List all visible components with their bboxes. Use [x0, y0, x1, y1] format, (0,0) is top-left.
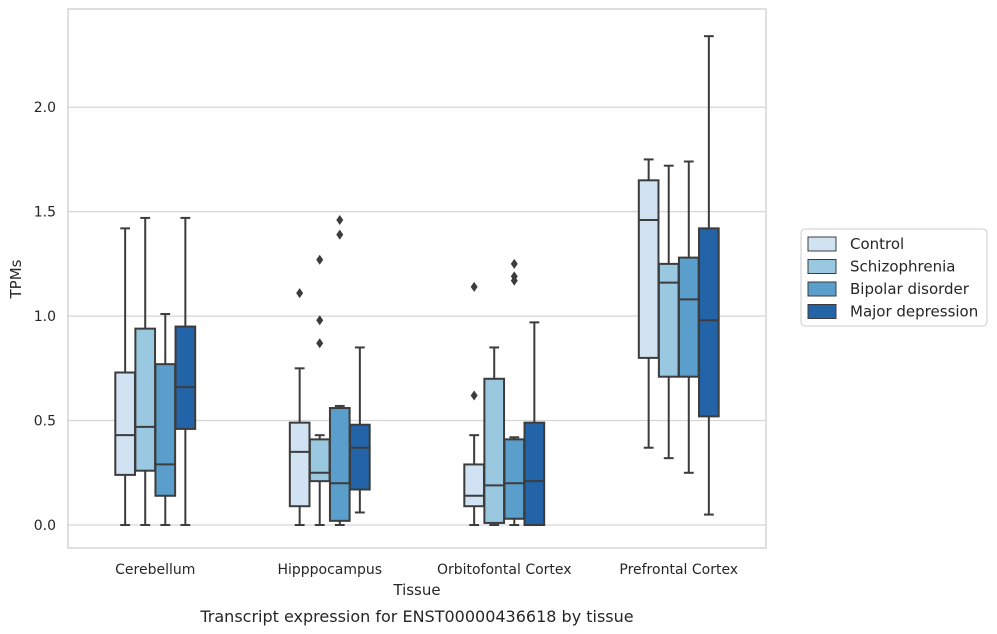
legend-swatch [807, 259, 837, 274]
outlier-point [510, 258, 518, 269]
y-tick-label: 1.0 [34, 309, 56, 325]
box-iqr [114, 371, 136, 476]
outlier-point [336, 229, 344, 240]
y-tick-label: 1.5 [34, 205, 56, 221]
legend: Control Schizophrenia Bipolar disorder Majo… [800, 228, 988, 327]
outlier-point [336, 215, 344, 226]
legend-swatch [807, 281, 837, 297]
outlier-point [470, 390, 478, 401]
plot-frame [67, 8, 767, 549]
box-iqr [698, 227, 720, 418]
box-iqr [174, 325, 197, 430]
legend-swatch [807, 236, 837, 252]
y-tick-labels: 0.0 0.5 1.0 1.5 2.0 [34, 100, 56, 534]
x-axis-title: Tissue [392, 581, 440, 599]
outlier-point [316, 254, 324, 265]
figure-caption: Transcript expression for ENST0000043661… [199, 607, 633, 626]
box-iqr [657, 262, 680, 378]
legend-frame [800, 228, 988, 327]
box-iqr [637, 179, 660, 359]
box-0-0 [114, 227, 136, 527]
y-tick-label: 2.0 [34, 100, 56, 116]
box-1-1 [308, 254, 331, 527]
box-2-3 [523, 321, 546, 527]
legend-label: Major depression [850, 303, 978, 321]
box-0-1 [134, 216, 157, 527]
box-iqr [523, 421, 546, 527]
box-iqr [328, 407, 351, 522]
outlier-point [470, 281, 478, 292]
y-tick-label: 0.5 [34, 414, 56, 430]
x-tick-labels: Cerebellum Hipppocampus Orbitofontal Corte… [115, 562, 738, 578]
box-iqr [503, 438, 526, 520]
legend-label: Bipolar disorder [850, 280, 970, 298]
box-iqr [308, 438, 331, 483]
box-iqr [483, 377, 506, 524]
box-1-3 [349, 346, 371, 514]
outlier-point [316, 338, 324, 349]
box-iqr [154, 363, 177, 497]
box-iqr [134, 327, 157, 472]
box-0-2 [154, 313, 177, 527]
y-axis-title: TPMs [7, 259, 25, 299]
x-tick-label: Cerebellum [115, 562, 195, 578]
legend-label: Schizophrenia [850, 258, 955, 276]
box-iqr [288, 421, 311, 508]
outlier-point [316, 315, 324, 326]
box-iqr [463, 463, 485, 508]
outlier-point [296, 288, 304, 299]
x-tick-label: Prefrontal Cortex [619, 562, 738, 578]
box-0-3 [174, 216, 197, 527]
box-3-3 [698, 35, 720, 516]
box-iqr [349, 423, 371, 491]
box-3-2 [677, 160, 700, 474]
legend-label: Control [850, 235, 904, 253]
box-1-0 [288, 288, 311, 527]
legend-swatch [807, 304, 837, 319]
box-2-1 [483, 346, 506, 527]
box-3-1 [657, 164, 680, 460]
outlier-point [510, 271, 518, 282]
box-groups [114, 35, 720, 527]
x-tick-label: Hipppocampus [277, 562, 382, 578]
y-tick-label: 0.0 [34, 518, 56, 534]
box-2-2 [503, 258, 526, 527]
box-iqr [677, 256, 700, 378]
x-tick-label: Orbitofontal Cortex [437, 562, 572, 578]
